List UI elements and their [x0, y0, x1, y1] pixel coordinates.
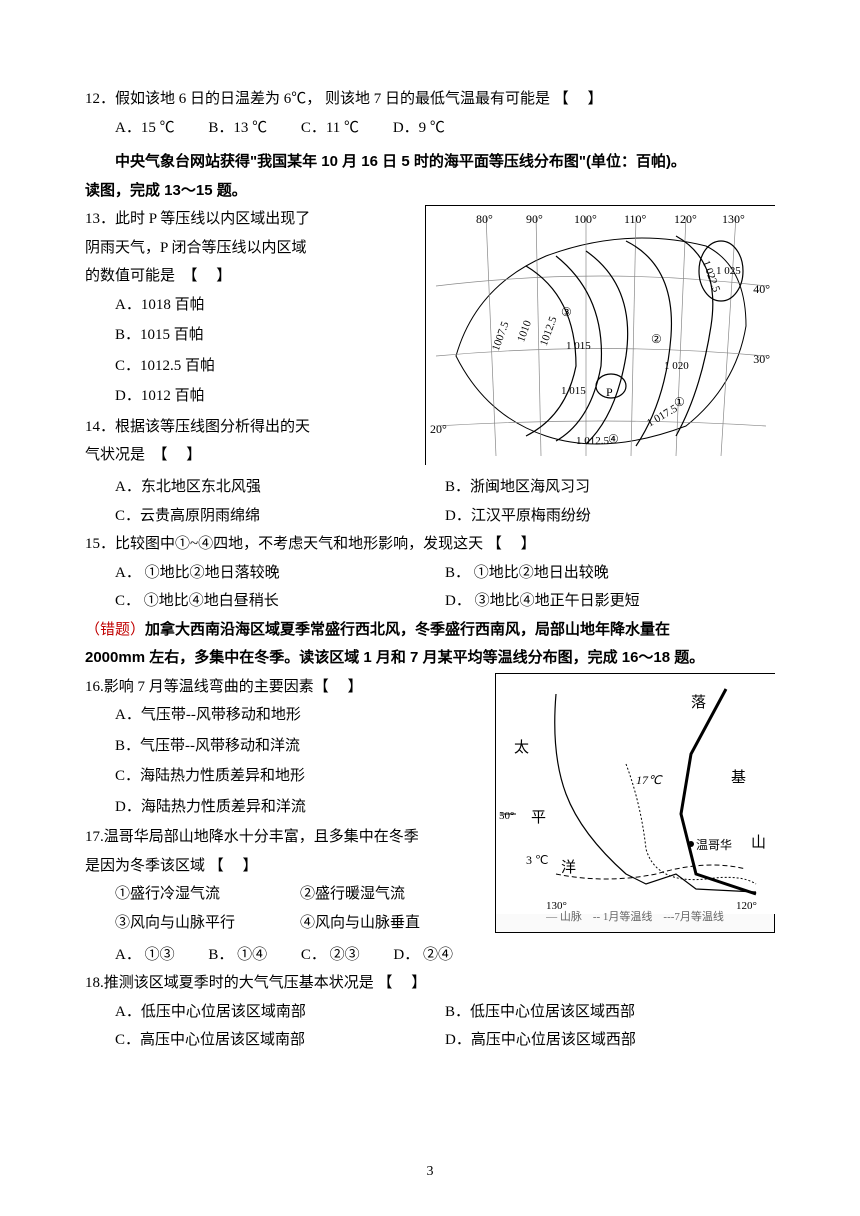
- page-number: 3: [427, 1159, 434, 1186]
- q17-c1: ①盛行冷湿气流: [115, 880, 300, 909]
- lon-100: 100°: [574, 208, 597, 231]
- lat-20: 20°: [430, 418, 447, 441]
- label-ping: 平: [531, 804, 546, 833]
- q12-opt-b: B．13 ℃: [208, 114, 267, 143]
- q17-c3: ③风向与山脉平行: [115, 909, 300, 938]
- q17-opt-a: A． ①③: [115, 941, 175, 970]
- error-tag: （错题）: [85, 622, 145, 638]
- q17-opt-c: C． ②③: [301, 941, 360, 970]
- temp-3: 3 ℃: [526, 849, 548, 872]
- label-tai: 太: [514, 734, 529, 763]
- q18-opt-d: D．高压中心位居该区域西部: [445, 1026, 775, 1055]
- q12-opt-c: C．11 ℃: [301, 114, 359, 143]
- iso-1015b: 1 015: [561, 381, 586, 402]
- q18-opt-a: A．低压中心位居该区域南部: [115, 998, 445, 1027]
- q15-opt-b: B． ①地比②地日出较晚: [445, 559, 775, 588]
- q17-opt-b: B． ①④: [208, 941, 267, 970]
- label-luo: 落: [691, 689, 706, 718]
- marker-4: ④: [608, 428, 619, 451]
- q17-c2: ②盛行暖湿气流: [300, 880, 485, 909]
- lat-50: 50°: [499, 806, 514, 827]
- q15-options-1: A． ①地比②地日落较晚 B． ①地比②地日出较晚: [85, 559, 775, 588]
- q18-options-2: C．高压中心位居该区域南部 D．高压中心位居该区域西部: [85, 1026, 775, 1055]
- passage2-line1: （错题）加拿大西南沿海区域夏季常盛行西北风，冬季盛行西南风，局部山地年降水量在: [85, 616, 775, 645]
- iso-1020: 1 020: [664, 356, 689, 377]
- iso-1015a: 1 015: [566, 336, 591, 357]
- china-isobar-map: 80° 90° 100° 110° 120° 130° 40° 30° 20° …: [425, 205, 775, 465]
- q18-opt-b: B．低压中心位居该区域西部: [445, 998, 775, 1027]
- block-13-14: 80° 90° 100° 110° 120° 130° 40° 30° 20° …: [85, 205, 775, 473]
- q12-opt-a: A．15 ℃: [115, 114, 175, 143]
- q15-opt-a: A． ①地比②地日落较晚: [115, 559, 445, 588]
- q12-options: A．15 ℃ B．13 ℃ C．11 ℃ D．9 ℃: [85, 114, 775, 143]
- temp-17: 17℃: [636, 769, 661, 792]
- q17-c4: ④风向与山脉垂直: [300, 909, 485, 938]
- label-shan: 山: [751, 829, 766, 858]
- q14-opt-a: A．东北地区东北风强: [115, 473, 445, 502]
- q14-options: A．东北地区东北风强 B．浙闽地区海风习习: [85, 473, 775, 502]
- marker-3: ③: [561, 301, 572, 324]
- lon-130: 130°: [722, 208, 745, 231]
- q17-opt-d: D． ②④: [393, 941, 453, 970]
- q18-opt-c: C．高压中心位居该区域南部: [115, 1026, 445, 1055]
- block-16-17: 太 平 洋 落 基 山 温哥华 17℃ 3 ℃ 50° 130° 120° — …: [85, 673, 775, 941]
- label-yang: 洋: [561, 854, 576, 883]
- q15-opt-d: D． ③地比④地正午日影更短: [445, 587, 775, 616]
- label-ji: 基: [731, 764, 746, 793]
- q14-opt-b: B．浙闽地区海风习习: [445, 473, 775, 502]
- marker-2: ②: [651, 328, 662, 351]
- marker-1: ①: [674, 391, 685, 414]
- passage2-text1: 加拿大西南沿海区域夏季常盛行西北风，冬季盛行西南风，局部山地年降水量在: [145, 621, 670, 638]
- map2-legend: — 山脉 -- 1月等温线 ---7月等温线: [496, 905, 774, 930]
- label-city: 温哥华: [696, 834, 732, 857]
- q15-opt-c: C． ①地比④地白昼稍长: [115, 587, 445, 616]
- q15-stem: 15．比较图中①~④四地，不考虑天气和地形影响，发现这天 【 】: [85, 530, 775, 559]
- lon-90: 90°: [526, 208, 543, 231]
- question-12: 12．假如该地 6 日的日温差为 6℃， 则该地 7 日的最低气温最有可能是 【…: [85, 85, 775, 142]
- q14-opt-d: D．江汉平原梅雨纷纷: [445, 502, 775, 531]
- iso-1012b: 1 012.5: [576, 431, 609, 452]
- q14-opt-c: C．云贵高原阴雨绵绵: [115, 502, 445, 531]
- lon-110: 110°: [624, 208, 646, 231]
- canada-isotherm-map: 太 平 洋 落 基 山 温哥华 17℃ 3 ℃ 50° 130° 120° — …: [495, 673, 775, 933]
- lat-30: 30°: [753, 348, 770, 371]
- lat-40: 40°: [753, 278, 770, 301]
- passage1-line1: 中央气象台网站获得"我国某年 10 月 16 日 5 时的海平面等压线分布图"(…: [85, 148, 775, 177]
- passage2-line2: 2000mm 左右，多集中在冬季。读该区域 1 月和 7 月某平均等温线分布图，…: [85, 644, 775, 673]
- q18-stem: 18.推测该区域夏季时的大气气压基本状况是 【 】: [85, 969, 775, 998]
- q12-opt-d: D．9 ℃: [393, 114, 445, 143]
- lon-120: 120°: [674, 208, 697, 231]
- lon-80: 80°: [476, 208, 493, 231]
- q14-options-2: C．云贵高原阴雨绵绵 D．江汉平原梅雨纷纷: [85, 502, 775, 531]
- q15-options-2: C． ①地比④地白昼稍长 D． ③地比④地正午日影更短: [85, 587, 775, 616]
- iso-1025: 1 025: [716, 261, 741, 282]
- q17-options: A． ①③ B． ①④ C． ②③ D． ②④: [85, 941, 775, 970]
- q12-stem: 12．假如该地 6 日的日温差为 6℃， 则该地 7 日的最低气温最有可能是 【…: [85, 85, 775, 114]
- marker-p: P: [606, 381, 613, 404]
- passage1-line2: 读图，完成 13～15 题。: [85, 177, 775, 206]
- q18-options-1: A．低压中心位居该区域南部 B．低压中心位居该区域西部: [85, 998, 775, 1027]
